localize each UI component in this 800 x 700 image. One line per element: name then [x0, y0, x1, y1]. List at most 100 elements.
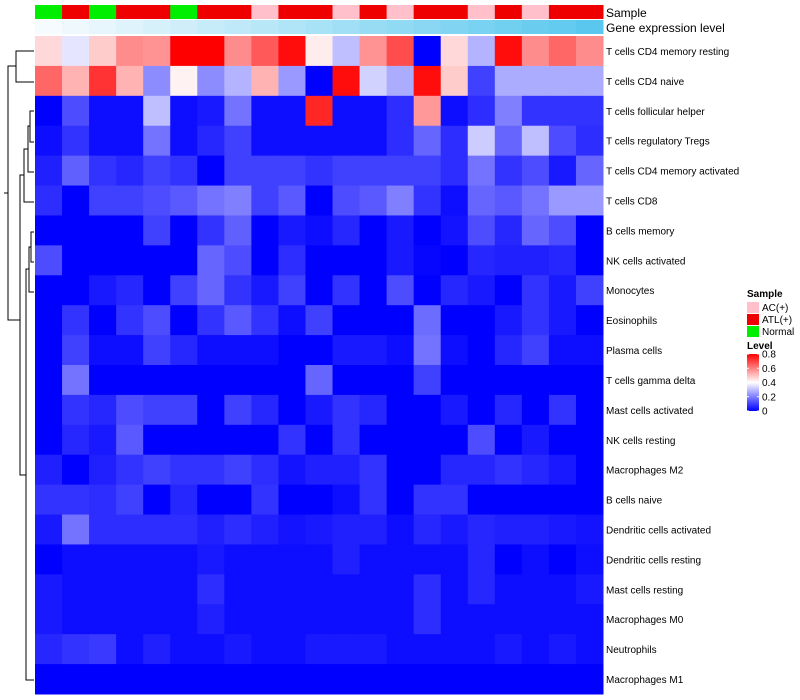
heatmap-cell [251, 454, 279, 486]
heatmap-cell [548, 394, 577, 426]
heatmap-cell [332, 424, 361, 456]
heatmap-cell [440, 514, 469, 545]
heatmap-cell [170, 604, 198, 635]
heatmap-cell [278, 484, 306, 516]
heatmap-cell [413, 65, 442, 97]
heatmap-cell [197, 664, 225, 695]
heatmap-cell [575, 155, 604, 187]
sample-legend-swatch [747, 326, 759, 337]
heatmap-cell [143, 424, 171, 456]
heatmap-cell [332, 155, 361, 187]
heatmap-cell [197, 514, 225, 545]
heatmap-cell [89, 365, 117, 396]
sample-legend-label: Normal [762, 327, 794, 338]
heatmap-cell [305, 65, 334, 97]
dendro-branch [15, 50, 34, 83]
heatmap-cell [359, 604, 388, 635]
heatmap-cell [116, 634, 144, 665]
heatmap-cell [116, 424, 144, 456]
gene-expression-annotation-cell [440, 20, 469, 34]
heatmap-cell [224, 65, 252, 97]
heatmap-cell [575, 514, 604, 545]
heatmap-cell [386, 245, 415, 276]
heatmap-cell [278, 544, 306, 575]
heatmap-cell [89, 36, 117, 67]
heatmap-cell [521, 125, 550, 157]
heatmap-cell [89, 65, 117, 97]
heatmap-cell [35, 454, 63, 486]
heatmap-cell [413, 155, 442, 187]
gene-expression-annotation-cell [35, 20, 63, 34]
heatmap-cell [251, 664, 279, 695]
heatmap-cell [89, 335, 117, 366]
heatmap-cell [89, 95, 117, 127]
heatmap-cell [386, 95, 415, 127]
heatmap-cell [413, 36, 442, 67]
heatmap-cell [143, 215, 171, 246]
heatmap-cell [62, 574, 90, 605]
heatmap-cell [170, 95, 198, 127]
heatmap-cell [332, 544, 361, 575]
heatmap-cell [224, 245, 252, 276]
sample-annotation-cell [197, 5, 225, 19]
heatmap-cell [62, 394, 90, 426]
gene-expression-annotation-cell [62, 20, 90, 34]
heatmap-cell [35, 514, 63, 545]
heatmap-cell [251, 95, 279, 127]
annotation-title-sample: Sample [606, 6, 647, 20]
heatmap-cell [440, 365, 469, 396]
heatmap-cell [251, 275, 279, 306]
row-label: T cells gamma delta [606, 376, 696, 387]
heatmap-cell [251, 365, 279, 396]
heatmap-cell [35, 125, 63, 157]
heatmap-cell [359, 95, 388, 127]
heatmap-cell [278, 454, 306, 486]
heatmap-cell [62, 634, 90, 665]
heatmap-cell [197, 484, 225, 516]
heatmap-cell [89, 664, 117, 695]
heatmap-cell [413, 245, 442, 276]
heatmap-cell [386, 424, 415, 456]
sample-annotation-cell [440, 5, 469, 19]
heatmap-cell [35, 394, 63, 426]
heatmap-cell [359, 664, 388, 695]
sample-legend-label: AC(+) [762, 303, 788, 314]
heatmap-cell [116, 664, 144, 695]
heatmap-cell [575, 604, 604, 635]
heatmap-cell [305, 95, 334, 127]
heatmap-cell [575, 215, 604, 246]
heatmap-cell [62, 484, 90, 516]
heatmap-cell [440, 215, 469, 246]
heatmap-cell [359, 454, 388, 486]
heatmap-cell [89, 245, 117, 276]
heatmap-cell [575, 574, 604, 605]
sample-annotation-cell [116, 5, 144, 19]
sample-annotation-cell [251, 5, 279, 19]
heatmap-cell [278, 155, 306, 187]
heatmap-cell [548, 65, 577, 97]
level-legend-tick-label: 0 [762, 407, 768, 418]
heatmap-cell [413, 335, 442, 366]
heatmap-cell [494, 574, 523, 605]
heatmap-cell [386, 394, 415, 426]
gene-expression-annotation-cell [359, 20, 388, 34]
row-label: Dendritic cells activated [606, 526, 711, 537]
heatmap-cell [35, 574, 63, 605]
heatmap-cell [305, 335, 334, 366]
heatmap-cell [494, 394, 523, 426]
heatmap-cell [332, 454, 361, 486]
heatmap-cell [197, 634, 225, 665]
heatmap-cell [305, 664, 334, 695]
heatmap-cell [62, 95, 90, 127]
heatmap-cell [89, 424, 117, 456]
heatmap-cell [305, 604, 334, 635]
heatmap-cell [494, 65, 523, 97]
row-dendrogram [4, 50, 34, 681]
heatmap-cell [386, 155, 415, 187]
heatmap-cell [224, 125, 252, 157]
heatmap-cell [305, 514, 334, 545]
heatmap-cell [386, 454, 415, 486]
row-labels: T cells CD4 memory resting T cells CD4 na… [606, 47, 739, 686]
heatmap-cell [170, 634, 198, 665]
row-label: Neutrophils [606, 645, 657, 656]
